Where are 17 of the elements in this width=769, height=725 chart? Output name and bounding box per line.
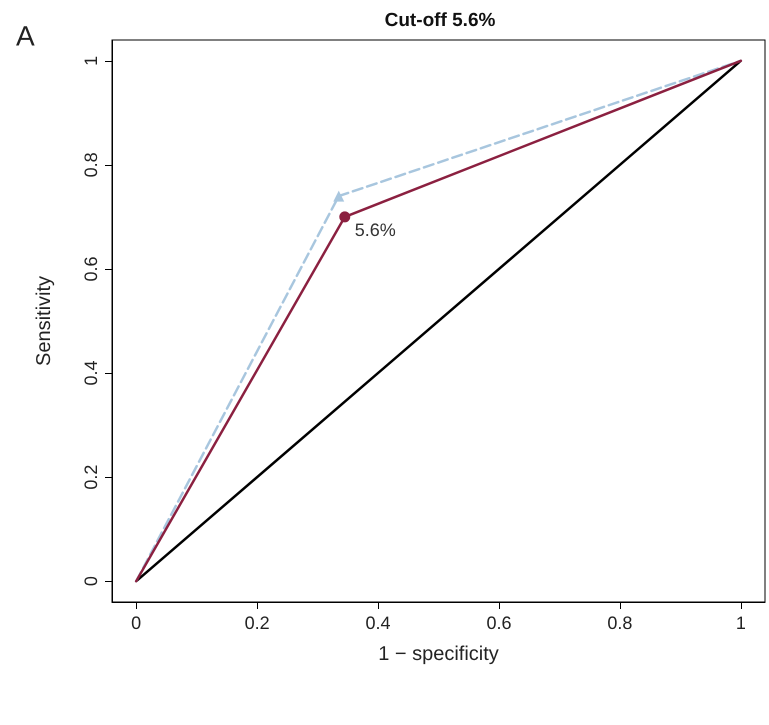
x-tick-label: 0.4	[366, 613, 391, 633]
x-tick-label: 0.2	[244, 613, 270, 633]
y-tick-label: 0.2	[81, 464, 101, 490]
x-axis-title: 1 − specificity	[378, 643, 499, 665]
chart-title: Cut-off 5.6%	[384, 10, 496, 31]
x-tick-label: 1	[736, 613, 746, 633]
x-tick-label: 0.6	[486, 613, 512, 633]
text: A	[16, 20, 35, 52]
y-axis-title: Sensitivity	[33, 276, 55, 366]
y-tick-label: 0	[81, 576, 101, 586]
y-tick-label: 0.6	[81, 256, 101, 282]
y-tick-label: 0.4	[81, 360, 101, 386]
y-tick-label: 0.8	[81, 152, 101, 178]
annotation: 5.6%	[354, 220, 396, 240]
x-tick-label: 0	[131, 613, 142, 633]
x-tick-label: 0.8	[607, 613, 632, 633]
y-tick-label: 1	[81, 56, 101, 66]
